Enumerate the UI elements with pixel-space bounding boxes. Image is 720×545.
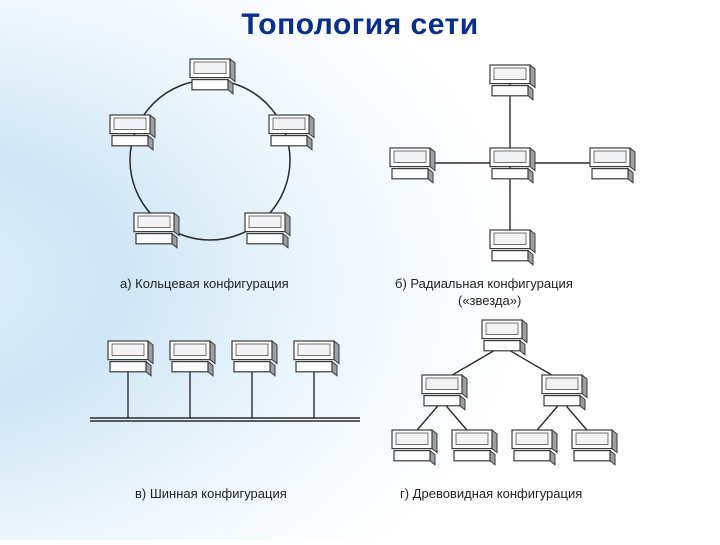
computer-icon	[392, 430, 437, 465]
computer-icon	[482, 320, 527, 355]
panel-tree	[0, 0, 720, 545]
computer-icon	[542, 375, 587, 410]
tree-diagram	[0, 0, 720, 540]
computer-icon	[422, 375, 467, 410]
computer-icon	[572, 430, 617, 465]
computer-icon	[512, 430, 557, 465]
computer-icon	[452, 430, 497, 465]
caption-tree: г) Древовидная конфигурация	[400, 486, 582, 501]
